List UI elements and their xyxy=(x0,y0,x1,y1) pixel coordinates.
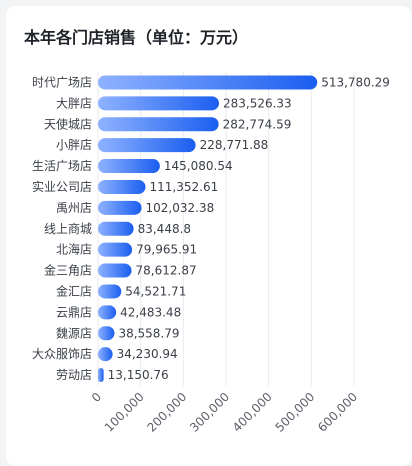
category-label: 大众服饰店 xyxy=(32,347,92,361)
x-tick-label: 0 xyxy=(89,390,104,405)
category-label: 魏源店 xyxy=(56,325,92,340)
bar[interactable] xyxy=(98,96,219,111)
x-tick-label: 400,000 xyxy=(230,390,275,435)
bar[interactable] xyxy=(98,284,122,299)
bar[interactable] xyxy=(98,326,115,341)
category-label: 云鼎店 xyxy=(56,305,92,319)
bar[interactable] xyxy=(98,347,113,362)
category-label: 禹州店 xyxy=(56,201,92,215)
value-label: 79,965.91 xyxy=(136,243,197,257)
x-tick-label: 100,000 xyxy=(102,390,147,435)
value-label: 42,483.48 xyxy=(120,305,181,319)
category-label: 金汇店 xyxy=(56,283,92,298)
bars xyxy=(98,75,318,383)
value-label: 78,612.87 xyxy=(136,264,197,278)
value-label: 513,780.29 xyxy=(321,75,390,89)
value-label: 54,521.71 xyxy=(125,284,186,298)
x-tick-label: 300,000 xyxy=(187,390,232,435)
bar-chart: 0100,000200,000300,000400,000500,000600,… xyxy=(32,72,390,435)
value-label: 83,448.8 xyxy=(138,222,191,236)
value-label: 34,230.94 xyxy=(117,347,178,361)
value-label: 38,558.79 xyxy=(118,326,179,340)
bar[interactable] xyxy=(98,138,196,153)
value-label: 282,774.59 xyxy=(223,117,292,131)
category-label: 线上商城 xyxy=(44,221,92,236)
x-tick-label: 600,000 xyxy=(315,390,360,435)
category-label: 天使城店 xyxy=(44,116,92,131)
category-label: 北海店 xyxy=(56,242,92,257)
bar[interactable] xyxy=(98,263,132,278)
bar[interactable] xyxy=(98,200,142,215)
category-label: 金三角店 xyxy=(44,263,92,278)
category-label: 大胖店 xyxy=(56,96,92,110)
category-label: 时代广场店 xyxy=(32,75,92,89)
x-tick-label: 500,000 xyxy=(272,390,317,435)
bar[interactable] xyxy=(98,159,160,174)
category-label: 小胖店 xyxy=(56,138,92,152)
bar[interactable] xyxy=(98,368,104,383)
value-label: 228,771.88 xyxy=(200,138,269,152)
bar[interactable] xyxy=(98,179,146,194)
bar[interactable] xyxy=(98,221,134,236)
category-label: 生活广场店 xyxy=(32,159,92,173)
value-label: 145,080.54 xyxy=(164,159,233,173)
bar[interactable] xyxy=(98,242,133,257)
value-label: 283,526.33 xyxy=(223,96,292,110)
category-label: 实业公司店 xyxy=(32,179,92,194)
chart-title: 本年各门店销售（单位：万元） xyxy=(24,28,249,47)
value-label: 102,032.38 xyxy=(146,201,215,215)
category-label: 劳动店 xyxy=(56,368,92,382)
value-label: 111,352.61 xyxy=(150,180,219,194)
bar[interactable] xyxy=(98,117,219,132)
bar[interactable] xyxy=(98,75,318,90)
x-tick-label: 200,000 xyxy=(144,390,189,435)
bar[interactable] xyxy=(98,305,117,320)
value-label: 13,150.76 xyxy=(108,368,169,382)
